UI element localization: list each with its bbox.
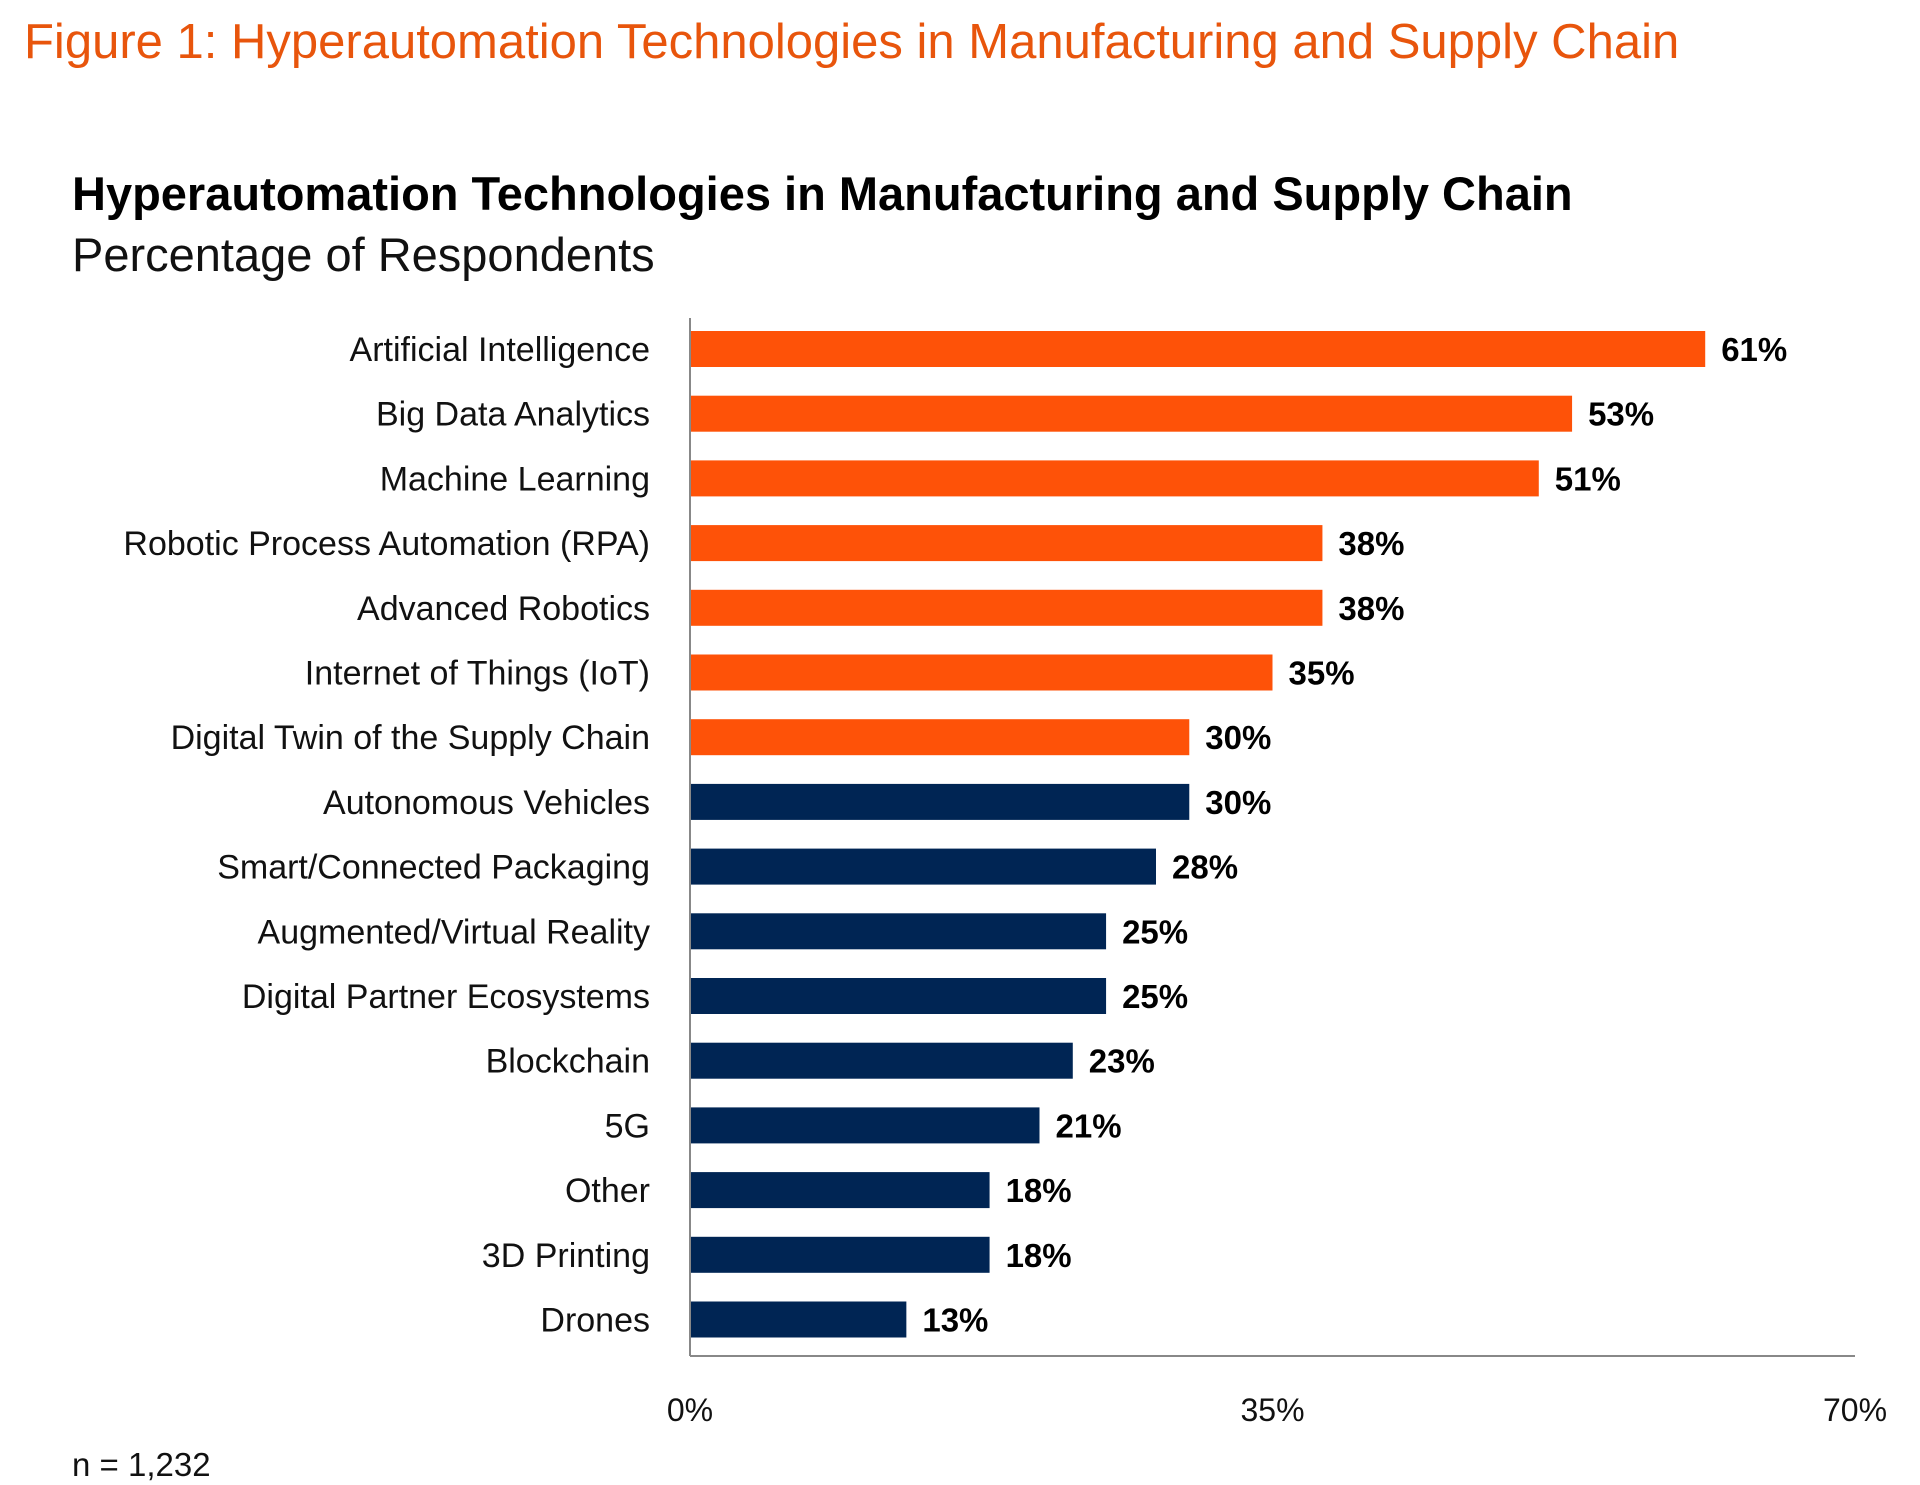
value-label: 28% <box>1172 849 1238 886</box>
value-label: 25% <box>1122 913 1188 950</box>
bar <box>690 913 1107 950</box>
bar <box>690 783 1190 820</box>
category-label: Robotic Process Automation (RPA) <box>123 525 650 563</box>
value-label: 21% <box>1056 1107 1122 1144</box>
value-label: 30% <box>1205 719 1271 756</box>
bar <box>690 978 1107 1014</box>
bar <box>690 1042 1073 1079</box>
figure-caption: Figure 1: Hyperautomation Technologies i… <box>24 15 1680 69</box>
value-label: 35% <box>1289 655 1355 692</box>
category-label: Autonomous Vehicles <box>323 784 650 822</box>
value-label: 53% <box>1588 396 1654 433</box>
category-label: Drones <box>540 1302 650 1340</box>
bar <box>690 395 1573 432</box>
value-label: 38% <box>1338 525 1404 562</box>
category-label: Digital Twin of the Supply Chain <box>171 719 650 757</box>
bar <box>690 1107 1040 1144</box>
bar <box>690 460 1539 497</box>
value-label: 51% <box>1555 460 1621 497</box>
category-label: Blockchain <box>486 1043 650 1081</box>
value-label: 38% <box>1338 590 1404 627</box>
bar <box>690 331 1706 367</box>
bar <box>690 719 1190 756</box>
value-label: 61% <box>1721 331 1787 368</box>
category-label: 3D Printing <box>482 1237 650 1275</box>
category-label: Internet of Things (IoT) <box>305 655 650 693</box>
chart-subtitle: Percentage of Respondents <box>72 228 655 281</box>
bar <box>690 589 1323 626</box>
category-label: Advanced Robotics <box>357 590 650 628</box>
category-label: Big Data Analytics <box>376 396 650 434</box>
bar <box>690 525 1323 562</box>
x-tick-label: 35% <box>1240 1392 1304 1428</box>
chart-title: Hyperautomation Technologies in Manufact… <box>72 167 1573 220</box>
category-labels: Artificial Intelligence Big Data Analytic… <box>123 331 650 1340</box>
category-label: 5G <box>605 1107 650 1145</box>
value-label: 13% <box>922 1302 988 1339</box>
axes: 0% 35% 70% <box>667 318 1887 1428</box>
bar <box>690 1172 990 1209</box>
value-label: 18% <box>1006 1237 1072 1274</box>
category-label: Artificial Intelligence <box>350 331 650 369</box>
bar <box>690 654 1273 691</box>
sample-size-note: n = 1,232 <box>72 1446 211 1483</box>
x-tick-label: 70% <box>1823 1392 1887 1428</box>
bars-layer <box>690 331 1706 1338</box>
category-label: Augmented/Virtual Reality <box>258 913 650 951</box>
category-label: Other <box>565 1172 650 1210</box>
value-label: 25% <box>1122 978 1188 1015</box>
value-label: 18% <box>1006 1172 1072 1209</box>
category-label: Machine Learning <box>380 460 650 498</box>
value-label: 23% <box>1089 1043 1155 1080</box>
category-label: Smart/Connected Packaging <box>217 849 650 887</box>
value-labels: 61% 53% 51% 38% 38% 35% 30% 30% 28% 25% 25% 23% 21% 1… <box>922 331 1787 1339</box>
x-tick-label: 0% <box>667 1392 713 1428</box>
bar <box>690 1236 990 1273</box>
bar <box>690 848 1156 885</box>
value-label: 30% <box>1205 784 1271 821</box>
category-label: Digital Partner Ecosystems <box>242 978 650 1016</box>
bar <box>690 1301 907 1338</box>
